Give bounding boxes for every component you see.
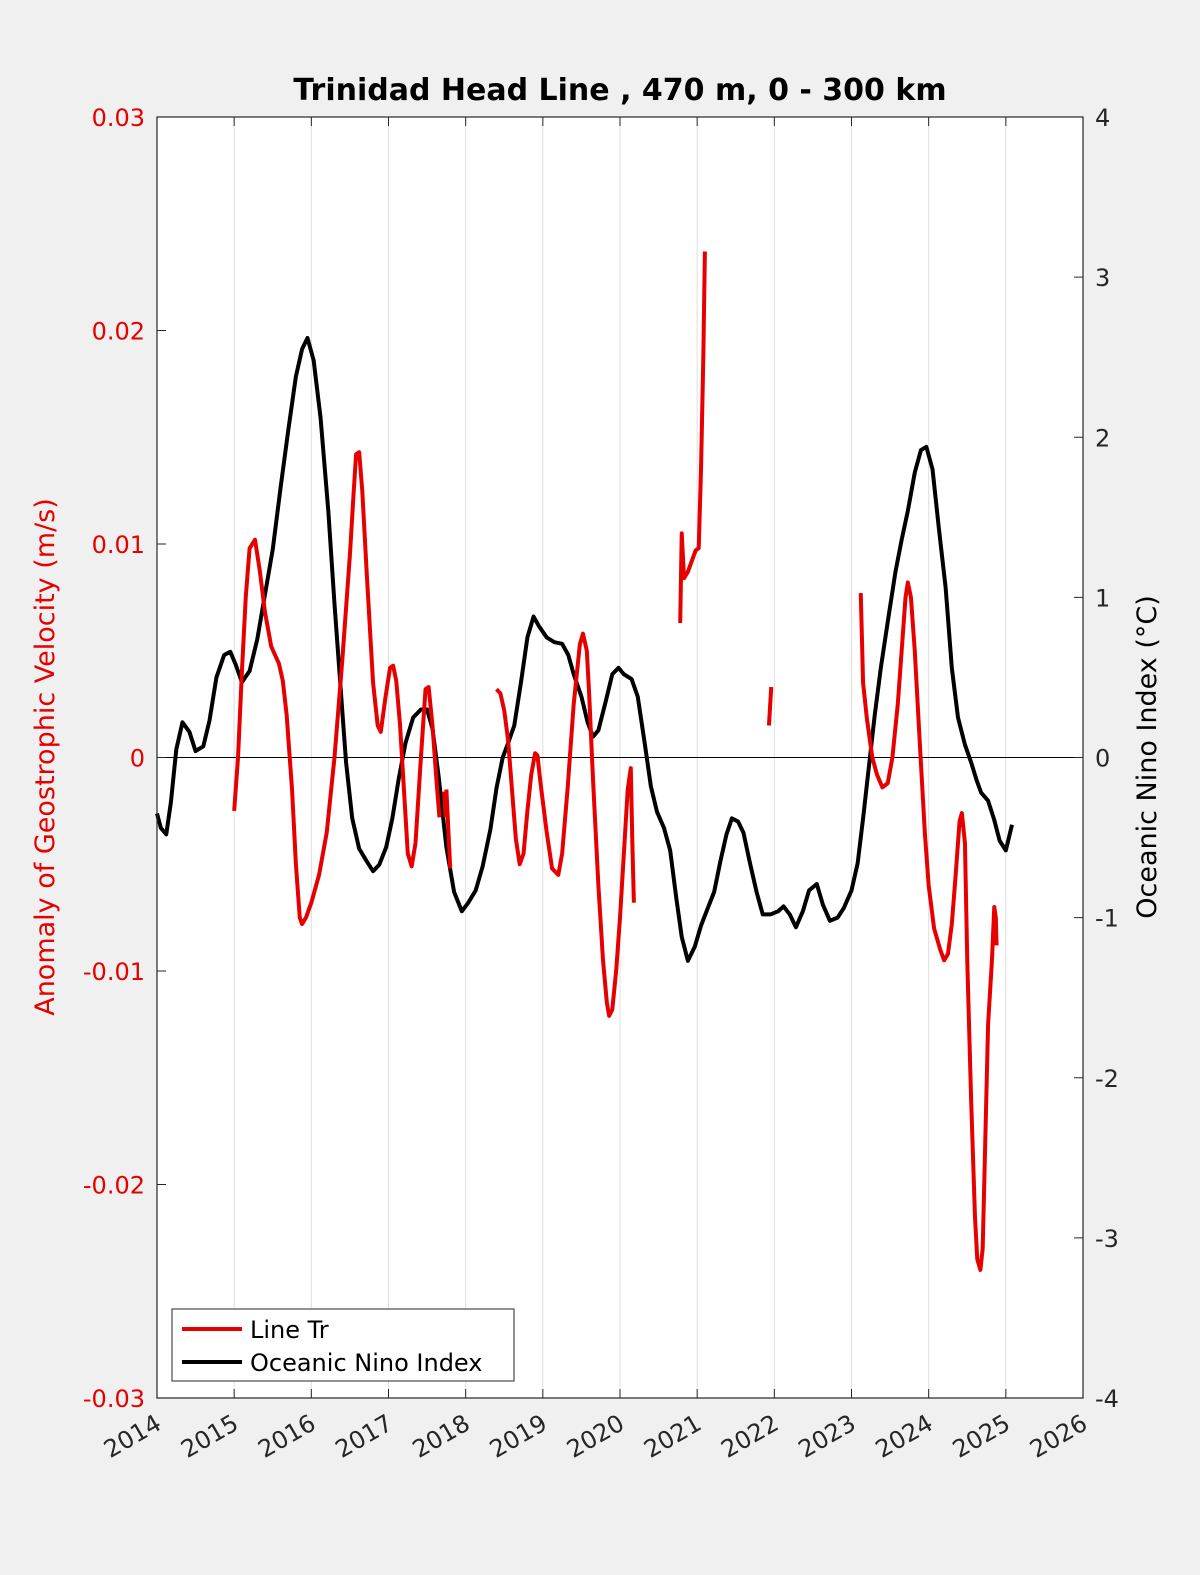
left-axis-label: Anomaly of Geostrophic Velocity (m/s) xyxy=(30,498,61,1016)
right-tick-label: 0 xyxy=(1095,745,1110,773)
legend-box xyxy=(171,1308,515,1382)
legend-label-line-tr: Line Tr xyxy=(250,1316,329,1344)
right-tick-label: -2 xyxy=(1095,1065,1119,1093)
series-line-tr-segment-4 xyxy=(678,251,707,624)
series-line-tr-segment-0 xyxy=(232,450,442,927)
left-tick-label: 0.02 xyxy=(92,318,145,346)
right-tick-label: -1 xyxy=(1095,905,1119,933)
left-tick-label: -0.01 xyxy=(83,958,145,986)
right-tick-label: -4 xyxy=(1095,1385,1119,1413)
left-tick-label: 0 xyxy=(130,745,145,773)
right-tick-label: -3 xyxy=(1095,1225,1119,1253)
series-line-tr-segment-5 xyxy=(766,686,774,726)
series-line-tr-segment-1 xyxy=(442,791,448,818)
legend: Line Tr Oceanic Nino Index xyxy=(171,1308,515,1382)
series-lines xyxy=(155,251,1014,1272)
left-tick-label: -0.03 xyxy=(83,1385,145,1413)
series-line-tr-segment-2 xyxy=(444,789,453,869)
left-tick-label: 0.01 xyxy=(92,531,145,559)
series-line-tr-segment-6 xyxy=(858,580,999,1272)
right-tick-label: 1 xyxy=(1095,584,1110,612)
chart-title: Trinidad Head Line , 470 m, 0 - 300 km xyxy=(293,73,946,108)
legend-label-oni: Oceanic Nino Index xyxy=(250,1349,482,1377)
series-line-tr-segment-3 xyxy=(495,631,636,1018)
right-tick-label: 3 xyxy=(1095,264,1110,292)
left-tick-label: 0.03 xyxy=(92,104,145,132)
right-tick-label: 2 xyxy=(1095,424,1110,452)
right-tick-label: 4 xyxy=(1095,104,1110,132)
axis-ticks xyxy=(156,116,1084,1399)
right-tick-labels: -4 -3 -2 -1 0 1 2 3 4 xyxy=(1095,104,1119,1413)
left-tick-label: -0.02 xyxy=(83,1172,145,1200)
left-tick-labels: -0.03 -0.02 -0.01 0 0.01 0.02 0.03 xyxy=(83,104,145,1413)
right-axis-label: Oceanic Nino Index (°C) xyxy=(1132,595,1163,919)
